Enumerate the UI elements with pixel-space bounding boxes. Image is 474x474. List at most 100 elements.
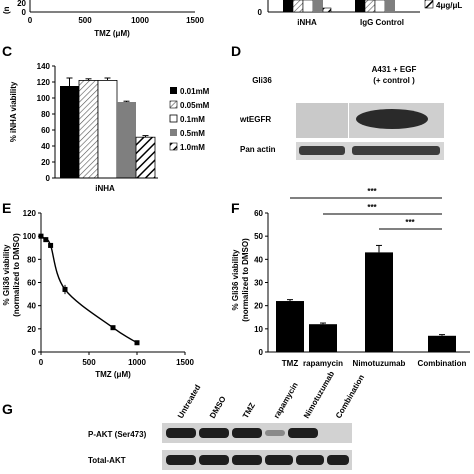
panel-e-ytick-label-40: 40 xyxy=(27,302,36,311)
panel-g-lane-labels: Untreated DMSO TMZ rapamycin NimotuzumabComb… xyxy=(176,370,366,420)
top-right-bar-4 xyxy=(313,0,323,12)
data-point-100 xyxy=(48,242,54,248)
blot-g-band-total-nimotuzumab xyxy=(296,455,324,465)
panel-e-xtick-label-0: 0 xyxy=(39,358,44,367)
panel-d: D Gli36 A431 + EGF (+ control ) wtEGFR P… xyxy=(231,43,444,160)
legend-label-0.01mM: 0.01mM xyxy=(180,87,210,96)
legend-label-0.1mM: 0.1mM xyxy=(180,115,205,124)
panel-e-ytick-label-0: 0 xyxy=(32,348,37,357)
panel-c-yticks: 0 20 40 60 80 100 120 140 xyxy=(37,62,55,183)
blot-d-band-wtegfr xyxy=(356,109,428,129)
top-left-xtick-1500: 1500 xyxy=(186,16,204,25)
bar-Combination xyxy=(428,335,456,352)
lane-label-rapamycin: rapamycin xyxy=(272,381,300,420)
legend-label-0.5mM: 0.5mM xyxy=(180,129,205,138)
blot-g-band-total-untreated xyxy=(166,455,196,465)
top-right-bar-2 xyxy=(292,0,304,13)
panel-c-ytick-label-20: 20 xyxy=(41,158,50,167)
blot-g-band-total-dmso xyxy=(199,455,229,465)
blot-g-band-total-tmz xyxy=(232,455,262,465)
panel-c-ytick-label-140: 140 xyxy=(37,62,51,71)
panel-top-right: 0 iNHA IgG Control 4μg/μL xyxy=(258,0,462,27)
panel-c-ytick-label-0: 0 xyxy=(46,174,51,183)
data-point-750 xyxy=(110,325,116,331)
legend-swatch-0.01mM xyxy=(170,87,177,94)
panel-e-xticks: 0 500 1000 1500 xyxy=(39,352,194,367)
panel-f-ytick-label-20: 20 xyxy=(254,302,263,311)
blot-g-band-pakt-tmz xyxy=(232,428,262,438)
top-right-bar-3 xyxy=(302,0,314,13)
blot-g-band-pakt-untreated xyxy=(166,428,196,438)
legend-swatch-0.1mM xyxy=(169,114,178,123)
panel-e-xlabel: TMZ (μM) xyxy=(95,370,131,379)
panel-e-ylabel-2: (normalized to DMSO) xyxy=(12,233,21,317)
panel-c-ytick-label-40: 40 xyxy=(41,142,50,151)
panel-f-yticks: 0 10 20 30 40 50 60 xyxy=(254,209,268,357)
panel-e-xtick-label-1500: 1500 xyxy=(176,358,194,367)
blot-g-band-pakt-dmso xyxy=(199,428,229,438)
top-right-legend-label: 4μg/μL xyxy=(436,1,462,10)
panel-f-ytick-label-40: 40 xyxy=(254,255,263,264)
bar-0.1mM xyxy=(97,80,118,179)
panel-f-ytick-label-50: 50 xyxy=(254,232,263,241)
top-left-ytick-0: 0 xyxy=(22,8,27,17)
top-left-xtick-1000: 1000 xyxy=(131,16,149,25)
sig-label-rapamycin-combination: *** xyxy=(367,203,377,212)
blot-g-row-total-akt: Total-AKT xyxy=(88,456,126,465)
panel-e-ylabel-1: % Gli36 viability xyxy=(2,244,11,305)
top-right-bar-8 xyxy=(374,0,386,13)
panel-e-ytick-label-120: 120 xyxy=(23,209,37,218)
blot-d-col-gli36: Gli36 xyxy=(252,76,272,85)
category-label-Nimotuzumab: Nimotuzumab xyxy=(353,359,406,368)
lane-label-Untreated: Untreated xyxy=(176,383,203,420)
top-right-bar-9 xyxy=(385,0,395,12)
panel-e-ytick-label-20: 20 xyxy=(27,325,36,334)
panel-f-plot xyxy=(276,244,456,352)
panel-e-ytick-label-80: 80 xyxy=(27,255,36,264)
panel-f-xticks: TMZ rapamycin Nimotuzumab Combination xyxy=(282,359,467,368)
blot-d-row-wtegfr: wtEGFR xyxy=(239,115,271,124)
blot-d-band-actin-a431 xyxy=(352,146,440,155)
legend-label-0.05mM: 0.05mM xyxy=(180,101,210,110)
data-point-250 xyxy=(62,286,68,292)
panel-e: E % Gli36 viability (normalized to DMSO)… xyxy=(2,200,194,379)
legend-swatch-0.05mM xyxy=(169,100,178,109)
category-label-TMZ: TMZ xyxy=(282,359,299,368)
top-right-bar-6 xyxy=(355,0,365,12)
top-right-bar-5 xyxy=(322,7,332,13)
panel-d-letter: D xyxy=(231,43,241,59)
blot-d-band-actin-gli36 xyxy=(299,146,345,155)
data-point-50 xyxy=(43,237,49,243)
panel-c-letter: C xyxy=(2,43,12,59)
bar-0.01mM xyxy=(60,86,79,178)
blot-g-band-pakt-nimotuzumab xyxy=(288,428,318,438)
panel-c-ylabel: % iNHA viability xyxy=(9,81,18,142)
top-right-bar-1 xyxy=(283,0,293,12)
lane-label-Combination: Combination xyxy=(334,373,366,420)
blot-g-band-pakt-rapamycin xyxy=(265,430,285,436)
top-left-ylabel-fragment: (n xyxy=(2,6,11,14)
top-right-cat-igg: IgG Control xyxy=(360,18,404,27)
panel-f-ytick-label-10: 10 xyxy=(254,325,263,334)
category-label-rapamycin: rapamycin xyxy=(303,359,343,368)
panel-f-significance: *** *** *** xyxy=(290,187,442,230)
lane-label-Nimotuzumab: Nimotuzumab xyxy=(302,370,336,420)
top-right-cat-inha: iNHA xyxy=(297,18,317,27)
lane-label-DMSO: DMSO xyxy=(208,395,228,420)
lane-label-TMZ: TMZ xyxy=(241,401,257,420)
panel-c-ytick-label-120: 120 xyxy=(37,78,51,87)
bar-0.05mM xyxy=(78,80,99,179)
panel-f-ytick-label-0: 0 xyxy=(259,348,264,357)
panel-f: F % Gli36 viability (normalized to DMSO)… xyxy=(231,187,470,368)
panel-c: C % iNHA viability 0 20 40 60 80 100 120 140 iN… xyxy=(2,43,210,193)
top-right-bar-7 xyxy=(364,0,376,13)
blot-g-band-total-rapamycin xyxy=(265,455,293,465)
panel-c-ytick-label-60: 60 xyxy=(41,126,50,135)
blot-d-membrane-gli36 xyxy=(296,103,348,138)
panel-f-ylabel-1: % Gli36 viability xyxy=(231,249,240,310)
blot-d-row-pan-actin: Pan actin xyxy=(240,145,276,154)
panel-g: G Untreated DMSO TMZ rapamycin NimotuzumabCo… xyxy=(2,370,366,470)
sig-label-tmz-combination: *** xyxy=(367,187,377,196)
category-label-Combination: Combination xyxy=(418,359,467,368)
top-right-legend-swatch xyxy=(424,0,434,9)
